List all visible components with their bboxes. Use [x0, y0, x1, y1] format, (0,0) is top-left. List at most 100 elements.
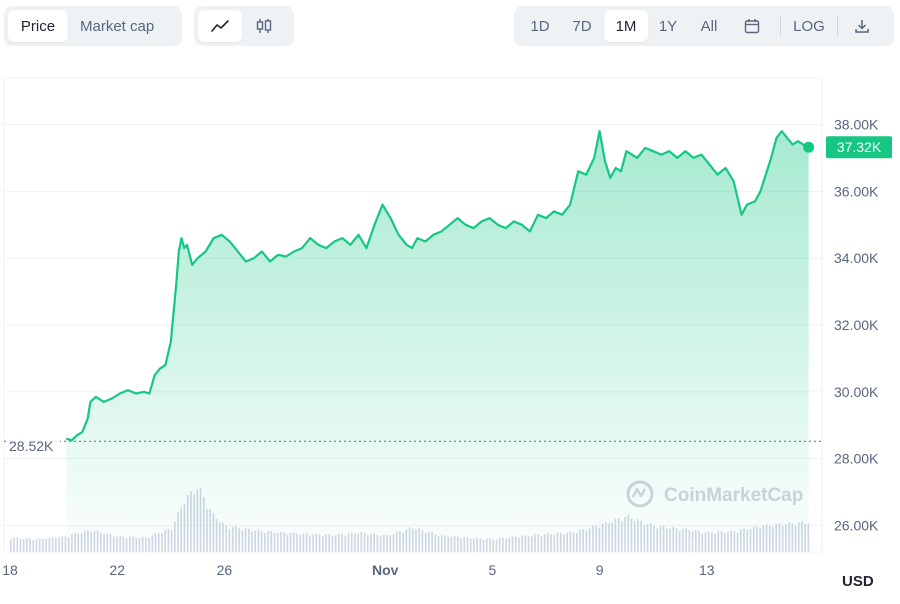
log-scale-button[interactable]: LOG	[793, 17, 825, 35]
volume-bar	[440, 534, 443, 552]
volume-bar	[26, 537, 28, 552]
volume-bar	[518, 537, 520, 552]
current-price-dot	[803, 141, 815, 153]
volume-bar	[305, 533, 308, 552]
volume-bar	[132, 536, 134, 552]
range-1m[interactable]: 1M	[604, 10, 648, 42]
volume-bar	[106, 533, 109, 552]
line-chart-icon	[211, 20, 229, 32]
x-tick-label: 18	[2, 562, 18, 578]
volume-bar	[289, 533, 292, 552]
range-1y[interactable]: 1Y	[658, 17, 678, 35]
volume-bar	[354, 533, 356, 552]
volume-bar	[463, 537, 466, 552]
date-picker-button[interactable]	[730, 10, 774, 42]
volume-bar	[736, 532, 739, 552]
volume-bar	[376, 534, 379, 552]
volume-bar	[283, 532, 285, 552]
volume-bar	[547, 532, 549, 552]
volume-bar	[58, 537, 60, 552]
volume-bar	[80, 533, 83, 552]
volume-bar	[489, 538, 491, 552]
volume-bar	[566, 532, 568, 552]
volume-bar	[122, 536, 125, 552]
x-tick-label: 22	[109, 562, 125, 578]
volume-bar	[424, 533, 427, 552]
range-7d[interactable]: 7D	[572, 17, 592, 35]
range-1d[interactable]: 1D	[530, 17, 550, 35]
volume-bar	[19, 538, 22, 552]
line-chart-button[interactable]	[198, 10, 242, 42]
volume-bar	[527, 536, 530, 552]
volume-bar	[576, 533, 578, 552]
volume-bar	[16, 537, 19, 552]
volume-bar	[392, 533, 395, 552]
metric-tabs: Price Market cap	[4, 6, 182, 46]
range-all[interactable]: All	[700, 17, 718, 35]
chart-style-toggle	[194, 6, 294, 46]
watermark-text: CoinMarketCap	[664, 485, 803, 506]
volume-bar	[450, 536, 453, 552]
volume-bar	[128, 536, 131, 552]
volume-bar	[112, 536, 115, 552]
y-axis: 26.00K 28.00K 30.00K 32.00K 34.00K 36.00K 38.0…	[834, 117, 879, 534]
candlestick-button[interactable]	[242, 10, 286, 42]
x-axis: 18 22 26 Nov 5 9 13	[2, 562, 715, 578]
download-icon	[855, 20, 869, 33]
start-price-label-bg	[6, 435, 60, 455]
volume-bar	[572, 532, 575, 552]
volume-bar	[701, 533, 704, 552]
start-price-label: 28.52K	[9, 438, 54, 454]
volume-bar	[723, 532, 726, 552]
volume-bar	[389, 535, 392, 552]
x-tick-label: 13	[699, 562, 715, 578]
volume-bar	[38, 538, 41, 552]
volume-bar	[457, 536, 459, 552]
volume-bar	[341, 533, 343, 552]
volume-bar	[559, 532, 562, 552]
tab-market-cap[interactable]: Market cap	[80, 17, 155, 35]
price-area	[66, 131, 809, 543]
current-price-label: 37.32K	[837, 139, 882, 155]
volume-bar	[338, 533, 340, 552]
volume-bar	[444, 535, 446, 552]
volume-bar	[48, 537, 51, 552]
volume-bar	[77, 533, 80, 552]
x-tick-label: Nov	[372, 562, 399, 578]
volume-bar	[125, 538, 128, 552]
toolbar-divider	[837, 16, 838, 36]
volume-bar	[71, 534, 73, 552]
volume-bar	[321, 536, 324, 552]
x-tick-label: 5	[489, 562, 497, 578]
price-line	[65, 130, 810, 442]
volume-bar	[296, 533, 298, 552]
download-button[interactable]	[844, 10, 880, 42]
volume-bar	[383, 535, 385, 552]
volume-bar	[373, 533, 376, 552]
y-tick-label: 26.00K	[834, 518, 879, 534]
volume-bar	[553, 534, 556, 552]
volume-bar	[145, 537, 147, 552]
volume-bar	[51, 537, 54, 552]
tab-price[interactable]: Price	[8, 10, 68, 42]
volume-bar	[466, 537, 469, 552]
volume-bar	[473, 538, 475, 552]
volume-bar	[328, 534, 330, 552]
volume-bar	[537, 534, 540, 552]
candlestick-icon	[256, 19, 272, 33]
y-tick-label: 30.00K	[834, 384, 879, 400]
volume-bar	[148, 537, 150, 552]
volume-bar	[534, 534, 536, 552]
volume-bar	[331, 536, 334, 552]
volume-bar	[315, 533, 318, 552]
volume-bar	[109, 534, 112, 552]
volume-bar	[318, 534, 321, 552]
volume-bar	[157, 533, 160, 552]
volume-bar	[495, 539, 498, 552]
volume-bar	[67, 537, 70, 552]
y-tick-label: 28.00K	[834, 451, 879, 467]
volume-bar	[370, 534, 372, 552]
volume-bar	[299, 534, 302, 552]
volume-bar	[469, 538, 472, 552]
